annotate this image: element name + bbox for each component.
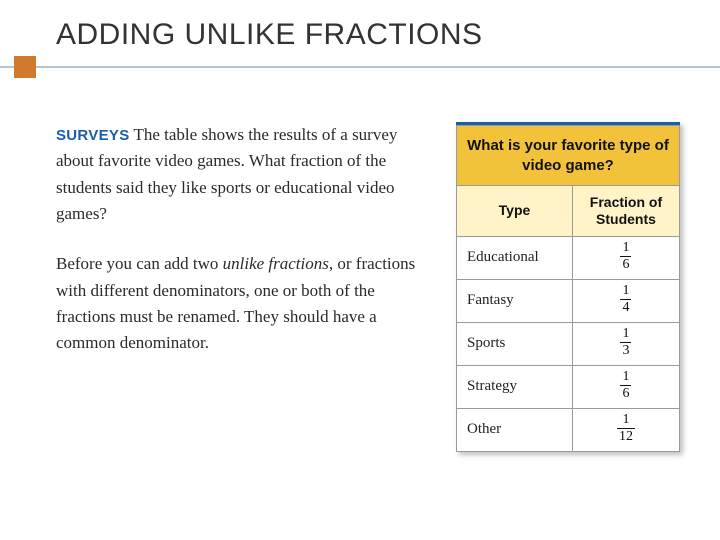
table-header-row: Type Fraction of Students xyxy=(457,186,680,237)
fraction: 1 6 xyxy=(620,241,631,272)
fraction: 1 12 xyxy=(617,413,635,444)
page-title: ADDING UNLIKE FRACTIONS xyxy=(56,18,680,52)
type-cell: Educational xyxy=(457,236,573,279)
col-header-type: Type xyxy=(457,186,573,237)
fraction-den: 3 xyxy=(620,342,631,358)
text-column: SURVEYS The table shows the results of a… xyxy=(56,122,432,381)
fraction-num: 1 xyxy=(620,284,631,299)
paragraph-2-pre: Before you can add two xyxy=(56,254,223,273)
fraction-num: 1 xyxy=(620,370,631,385)
fraction-cell: 1 3 xyxy=(572,322,679,365)
col-header-fraction: Fraction of Students xyxy=(572,186,679,237)
col-header-fraction-l1: Fraction of xyxy=(590,194,662,210)
fraction-cell: 1 4 xyxy=(572,279,679,322)
table-question: What is your favorite type of video game… xyxy=(457,126,680,186)
fraction: 1 4 xyxy=(620,284,631,315)
fraction-den: 6 xyxy=(620,256,631,272)
fraction: 1 3 xyxy=(620,327,631,358)
table-row: Strategy 1 6 xyxy=(457,365,680,408)
col-header-fraction-l2: Students xyxy=(596,211,656,227)
type-cell: Strategy xyxy=(457,365,573,408)
content-row: SURVEYS The table shows the results of a… xyxy=(56,122,680,452)
slide: ADDING UNLIKE FRACTIONS SURVEYS The tabl… xyxy=(0,0,720,472)
table-row: Sports 1 3 xyxy=(457,322,680,365)
paragraph-1: SURVEYS The table shows the results of a… xyxy=(56,122,432,227)
table-row: Educational 1 6 xyxy=(457,236,680,279)
fraction-den: 12 xyxy=(617,428,635,444)
table-row: Fantasy 1 4 xyxy=(457,279,680,322)
fraction-cell: 1 6 xyxy=(572,365,679,408)
fraction-num: 1 xyxy=(620,327,631,342)
table-question-row: What is your favorite type of video game… xyxy=(457,126,680,186)
survey-table: What is your favorite type of video game… xyxy=(456,125,680,452)
type-cell: Other xyxy=(457,408,573,451)
fraction-den: 6 xyxy=(620,385,631,401)
paragraph-2: Before you can add two unlike fractions,… xyxy=(56,251,432,356)
type-cell: Sports xyxy=(457,322,573,365)
fraction-cell: 1 12 xyxy=(572,408,679,451)
paragraph-2-italic: unlike fractions xyxy=(223,254,329,273)
accent-square xyxy=(14,56,36,78)
fraction-cell: 1 6 xyxy=(572,236,679,279)
divider-line xyxy=(0,66,720,68)
table-row: Other 1 12 xyxy=(457,408,680,451)
surveys-label: SURVEYS xyxy=(56,127,130,144)
title-divider xyxy=(56,66,680,74)
fraction-num: 1 xyxy=(617,413,635,428)
fraction-den: 4 xyxy=(620,299,631,315)
survey-table-container: What is your favorite type of video game… xyxy=(456,122,680,452)
fraction-num: 1 xyxy=(620,241,631,256)
type-cell: Fantasy xyxy=(457,279,573,322)
fraction: 1 6 xyxy=(620,370,631,401)
